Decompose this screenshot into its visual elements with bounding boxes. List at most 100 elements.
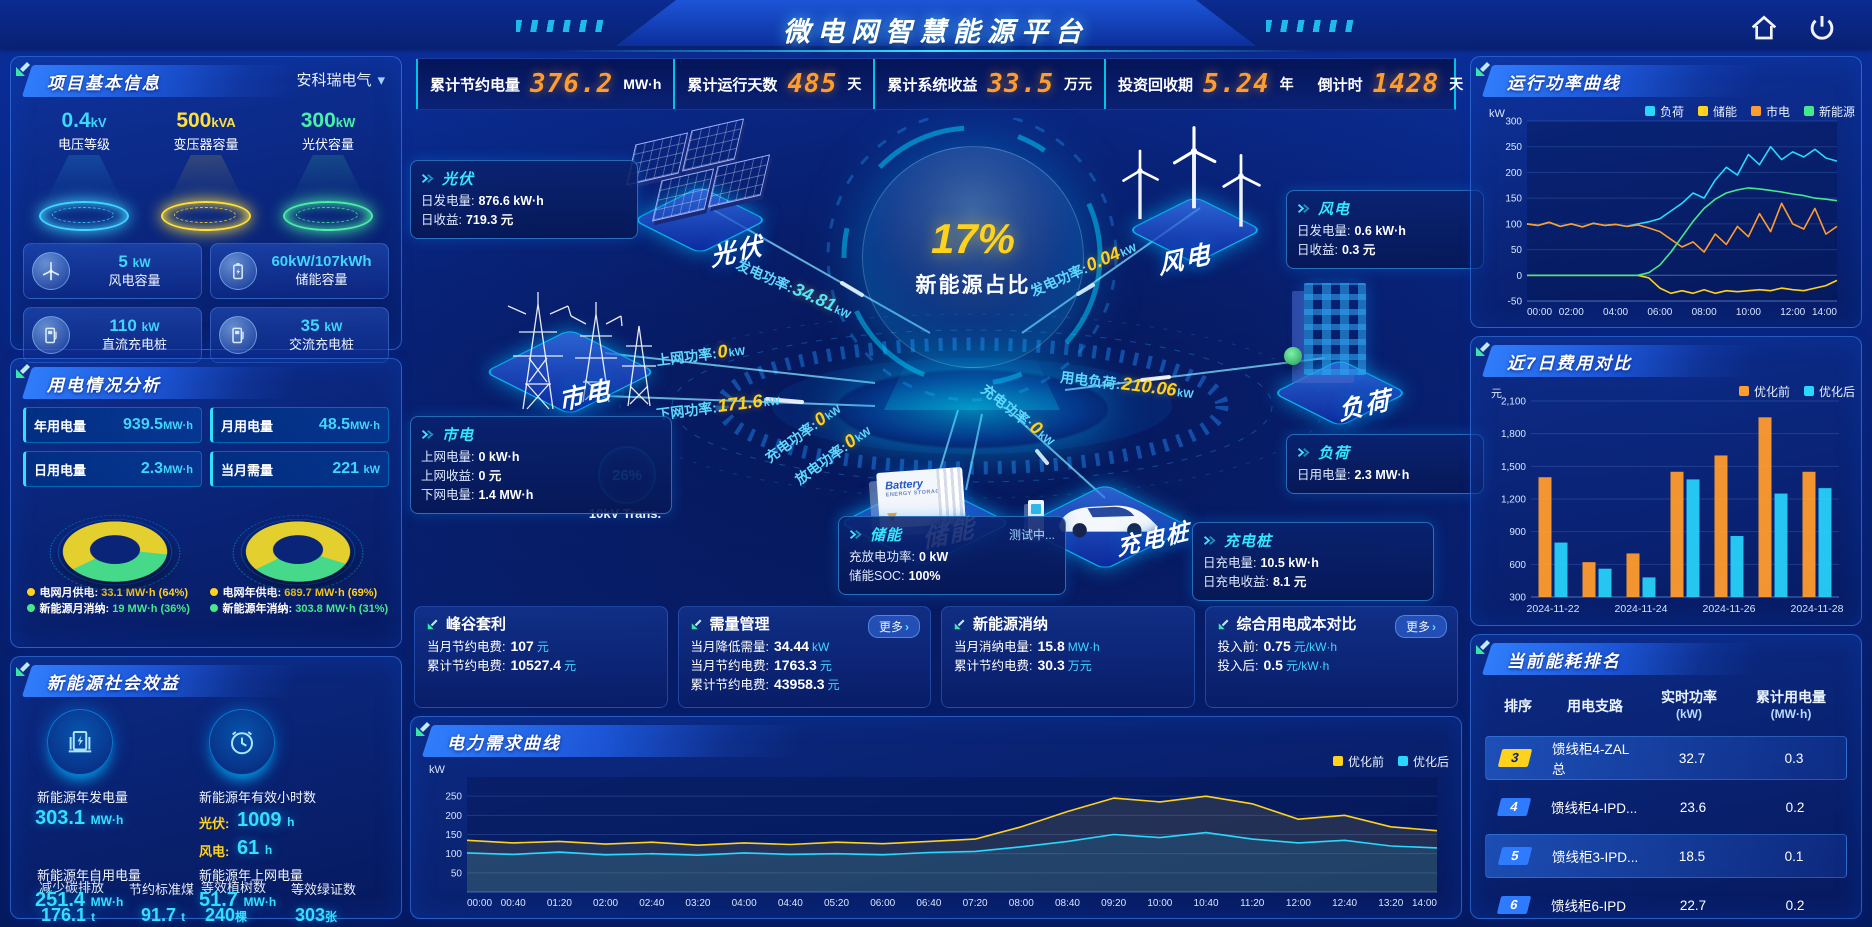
energy-flow-diagram: 17% 新能源占比 光伏 风电 — [410, 118, 1484, 601]
info-row: 储能SOC: 100% — [849, 569, 941, 583]
chevron-right-icon — [1297, 448, 1310, 457]
svg-text:2024-11-26: 2024-11-26 — [1703, 603, 1756, 615]
svg-text:00:40: 00:40 — [501, 898, 526, 909]
demand-management-card: 需量管理 更多 › 当月降低需量: 34.44 kW 当月节约电费: 1763.3 元累计节约电… — [677, 606, 931, 708]
legend-item[interactable]: 优化前 — [1332, 753, 1384, 770]
social-benefit-panel: 新能源社会效益 新能源年发电量 303.1 MW·h 新能源年有效小时数 光伏:… — [10, 656, 402, 925]
cost-compare-chart: 2,100 1,800 1,500 1,200 900 600 300 元 2024-11-22… — [1483, 385, 1849, 617]
social-label: 等效植树数 — [201, 880, 267, 895]
more-button[interactable]: 更多 › — [867, 615, 920, 638]
realtime-power: 18.5 — [1678, 848, 1706, 864]
wind-capacity-card: 5 kW 风电容量 — [23, 243, 202, 299]
ranking-row[interactable]: 3 馈线柜4-ZAL总 32.7 0.3 — [1485, 736, 1847, 780]
donut-legend-item: 新能源年消纳: 303.8 MW·h (31%) — [209, 601, 388, 617]
svg-text:09:20: 09:20 — [1101, 898, 1126, 909]
clock-pedestal-icon — [209, 709, 275, 775]
grid-node[interactable] — [465, 268, 675, 433]
info-box-title: 储能 — [870, 527, 903, 544]
svg-text:05:20: 05:20 — [824, 898, 849, 909]
info-row: 上网收益: 0 元 — [421, 469, 502, 483]
svg-text:250: 250 — [445, 792, 462, 803]
panel-corner-icon — [1476, 640, 1490, 654]
card-corner-icon — [691, 619, 701, 629]
panel-title: 近7日费用对比 — [1507, 353, 1633, 373]
legend-item[interactable]: 负荷 — [1644, 103, 1684, 120]
card-row: 投入后: 0.5 元/kW·h — [1217, 657, 1330, 673]
svg-text:12:40: 12:40 — [1332, 898, 1357, 909]
svg-text:10:40: 10:40 — [1194, 898, 1219, 909]
svg-text:14:00: 14:00 — [1412, 898, 1437, 909]
svg-text:02:00: 02:00 — [1559, 307, 1584, 318]
power-chart-legend: 负荷 储能 市电 新能源 — [1644, 103, 1855, 120]
svg-text:200: 200 — [445, 811, 462, 822]
wind-node[interactable] — [1110, 118, 1280, 278]
car-icon — [1058, 505, 1158, 538]
pedestal-ring — [39, 201, 129, 231]
social-label: 新能源年自用电量 — [37, 868, 142, 883]
company-dropdown-value: 安科瑞电气 — [296, 72, 372, 89]
card-row: 累计节约电费: 10527.4 元 — [427, 657, 577, 673]
social-value: 176.1 t — [41, 905, 96, 925]
cost-compare-card: 综合用电成本对比 更多 › 投入前: 0.75 元/kW·h 投入后: 0.5 元/kW·h — [1204, 606, 1458, 708]
ranking-header-cell: 累计用电量 (MW·h) — [1756, 689, 1826, 721]
svg-text:10:00: 10:00 — [1147, 898, 1172, 909]
home-icon[interactable] — [1748, 12, 1780, 44]
legend-item[interactable]: 优化前 — [1738, 383, 1790, 400]
panel-corner-icon — [16, 62, 30, 76]
legend-item[interactable]: 市电 — [1750, 103, 1790, 120]
svg-text:900: 900 — [1509, 527, 1526, 538]
panel-header: 电力需求曲线 — [421, 725, 889, 757]
chevron-right-icon — [1297, 204, 1310, 213]
wind-info-box: 风电 日发电量: 0.6 kW·h 日收益: 0.3 元 — [1286, 190, 1484, 269]
ranking-row[interactable]: 5 馈线柜3-IPD... 18.5 0.1 — [1485, 834, 1847, 878]
svg-text:12:00: 12:00 — [1286, 898, 1311, 909]
info-row: 日发电量: 0.6 kW·h — [1297, 224, 1406, 238]
total-energy: 0.1 — [1784, 848, 1804, 864]
social-label: 减少碳排放 — [39, 880, 105, 895]
social-value: 91.7 t — [141, 905, 186, 925]
social-value: 1009 h — [237, 809, 295, 831]
card-corner-icon — [1218, 619, 1228, 629]
panel-title: 用电情况分析 — [47, 375, 161, 395]
card-title: 新能源消纳 — [973, 616, 1049, 633]
panel-title: 电力需求曲线 — [447, 733, 561, 753]
power-icon[interactable] — [1806, 12, 1838, 44]
info-row: 上网电量: 0 kW·h — [421, 450, 520, 464]
panel-corner-icon — [1476, 342, 1490, 356]
kpi-revenue: 累计系统收益 33.5 万元 — [873, 59, 1104, 109]
legend-item[interactable]: 优化后 — [1803, 383, 1855, 400]
more-button[interactable]: 更多 › — [1394, 615, 1447, 638]
svg-text:02:00: 02:00 — [593, 898, 618, 909]
card-row: 当月降低需量: 34.44 kW — [690, 638, 830, 654]
ranking-row[interactable]: 4 馈线柜4-IPD... 23.6 0.2 — [1485, 786, 1847, 828]
svg-text:08:00: 08:00 — [1692, 307, 1717, 318]
consumption-card: 新能源消纳 当月消纳电量: 15.8 MW·h 累计节约电费: 30.3 万元 — [941, 606, 1195, 708]
svg-text:01:20: 01:20 — [547, 898, 572, 909]
wind-turbine-icon — [1222, 153, 1261, 227]
page-header: 微电网智慧能源平台 — [0, 0, 1872, 54]
panel-header: 近7日费用对比 — [1481, 345, 1821, 377]
svg-text:10:00: 10:00 — [1736, 307, 1761, 318]
info-box-status: 测试中... — [1008, 528, 1055, 542]
legend-item[interactable]: 储能 — [1697, 103, 1737, 120]
card-row: 累计节约电费: 30.3 万元 — [954, 657, 1092, 673]
chevron-down-icon: ▾ — [377, 72, 385, 89]
legend-item[interactable]: 优化后 — [1397, 753, 1449, 770]
legend-item[interactable]: 新能源 — [1803, 103, 1855, 120]
card-title: 需量管理 — [709, 616, 770, 633]
svg-text:2,100: 2,100 — [1501, 397, 1526, 408]
rank-badge: 4 — [1496, 798, 1532, 816]
charger-info-box: 充电桩 日充电量: 10.5 kW·h 日充电收益: 8.1 元 — [1192, 522, 1434, 601]
social-value: 303张 — [295, 905, 338, 925]
company-dropdown[interactable]: 安科瑞电气 ▾ — [296, 69, 385, 90]
svg-text:07:20: 07:20 — [963, 898, 988, 909]
info-row: 日充电量: 10.5 kW·h — [1203, 556, 1319, 570]
svg-text:12:00: 12:00 — [1780, 307, 1805, 318]
info-box-title: 市电 — [442, 427, 475, 444]
info-box-title: 光伏 — [442, 171, 475, 188]
panel-header: 当前能耗排名 — [1481, 643, 1821, 675]
svg-text:1,800: 1,800 — [1501, 429, 1526, 440]
ranking-row[interactable]: 6 馈线柜6-IPD 22.7 0.2 — [1485, 884, 1847, 918]
svg-text:02:40: 02:40 — [639, 898, 664, 909]
load-node[interactable] — [1270, 283, 1410, 441]
